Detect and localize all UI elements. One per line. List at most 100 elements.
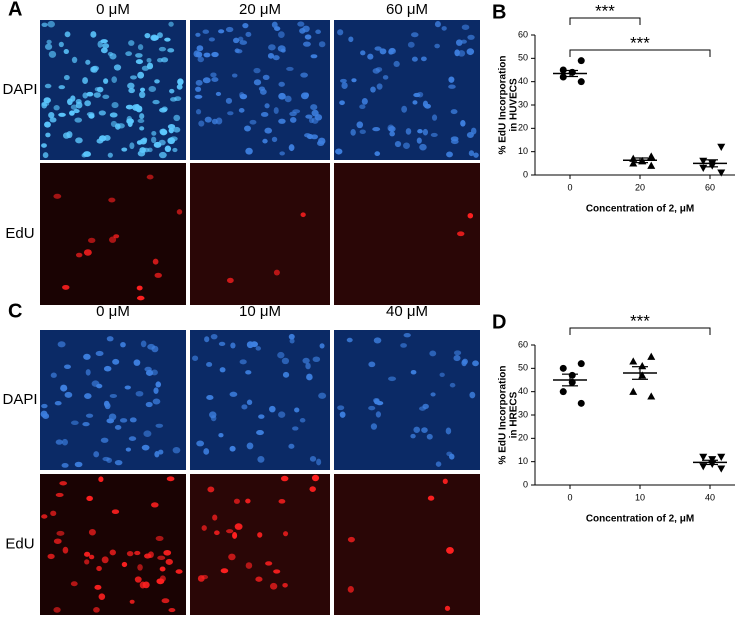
nucleus xyxy=(203,448,210,455)
nucleus xyxy=(144,32,151,39)
nucleus xyxy=(164,145,172,153)
nucleus xyxy=(129,142,135,150)
nucleus xyxy=(159,107,168,113)
nucleus xyxy=(229,391,238,397)
nucleus xyxy=(450,136,459,142)
nucleus xyxy=(59,481,68,486)
nucleus xyxy=(431,114,438,121)
nucleus xyxy=(255,576,263,582)
nucleus xyxy=(58,112,66,117)
row-label: DAPI xyxy=(2,81,37,98)
nucleus xyxy=(417,129,423,134)
nucleus xyxy=(204,336,210,343)
nucleus xyxy=(430,392,436,397)
nucleus xyxy=(111,509,120,515)
nucleus xyxy=(403,142,410,150)
nucleus xyxy=(90,66,96,73)
nucleus xyxy=(225,26,234,33)
nucleus xyxy=(407,41,415,48)
x-tick-label: 20 xyxy=(635,182,645,192)
nucleus xyxy=(269,582,278,590)
nucleus xyxy=(356,121,364,129)
nucleus xyxy=(55,439,63,445)
nucleus xyxy=(210,415,217,422)
nucleus xyxy=(269,405,276,413)
nucleus xyxy=(299,418,306,423)
y-axis-label: % EdU Incorporation xyxy=(498,56,509,155)
nucleus xyxy=(195,51,203,58)
nucleus xyxy=(466,48,475,56)
micrograph xyxy=(40,474,186,615)
nucleus xyxy=(201,574,209,580)
nucleus xyxy=(164,37,171,42)
nucleus xyxy=(218,433,224,438)
nucleus xyxy=(167,48,175,53)
nucleus xyxy=(194,94,203,99)
nucleus xyxy=(145,401,153,408)
nucleus xyxy=(71,56,78,64)
nucleus xyxy=(233,498,240,504)
nucleus xyxy=(280,48,286,53)
nucleus xyxy=(70,581,78,587)
nucleus xyxy=(100,39,108,44)
nucleus xyxy=(160,128,167,135)
nucleus xyxy=(56,530,65,536)
nucleus xyxy=(214,530,220,536)
nucleus xyxy=(211,77,219,82)
micrograph xyxy=(190,330,330,470)
nucleus xyxy=(453,350,462,356)
nucleus xyxy=(256,429,264,436)
nucleus xyxy=(90,31,97,38)
nucleus xyxy=(230,342,236,349)
column-label: 40 μM xyxy=(386,303,428,320)
nucleus xyxy=(158,46,167,52)
nucleus xyxy=(281,357,290,365)
nucleus xyxy=(302,357,310,364)
nucleus xyxy=(64,31,71,38)
nucleus xyxy=(140,340,147,348)
y-axis-label: in HRECS xyxy=(509,391,520,438)
nucleus xyxy=(161,598,170,604)
nucleus xyxy=(368,405,376,411)
nucleus xyxy=(64,391,73,398)
nucleus xyxy=(249,119,257,125)
row-label: EdU xyxy=(5,535,34,552)
nucleus xyxy=(260,111,269,117)
nucleus xyxy=(277,351,285,359)
nucleus xyxy=(139,126,145,131)
nucleus xyxy=(265,561,273,566)
nucleus xyxy=(195,86,202,92)
nucleus xyxy=(376,83,383,90)
nucleus xyxy=(289,338,295,344)
nucleus xyxy=(411,56,418,62)
nucleus xyxy=(446,451,453,457)
nucleus xyxy=(58,85,66,90)
nucleus xyxy=(278,118,286,124)
nucleus xyxy=(173,114,181,122)
nucleus xyxy=(268,44,276,51)
nucleus xyxy=(67,98,73,106)
nucleus xyxy=(53,607,61,613)
nucleus xyxy=(173,126,181,133)
nucleus xyxy=(441,26,447,31)
micrograph xyxy=(334,163,480,305)
nucleus xyxy=(120,342,126,348)
nucleus xyxy=(258,414,265,419)
nucleus xyxy=(219,367,226,373)
nucleus xyxy=(311,474,320,482)
nucleus xyxy=(314,114,323,121)
nucleus xyxy=(134,576,142,583)
nucleus xyxy=(245,498,251,504)
nucleus xyxy=(151,131,157,136)
nucleus xyxy=(94,584,102,590)
nucleus xyxy=(176,84,183,90)
nucleus xyxy=(462,358,468,365)
nucleus xyxy=(318,392,327,399)
nucleus xyxy=(85,369,91,376)
nucleus xyxy=(98,110,106,116)
nucleus xyxy=(245,31,252,38)
data-point xyxy=(577,360,585,368)
nucleus xyxy=(145,369,154,376)
nucleus xyxy=(341,82,348,89)
micrograph xyxy=(334,474,480,615)
